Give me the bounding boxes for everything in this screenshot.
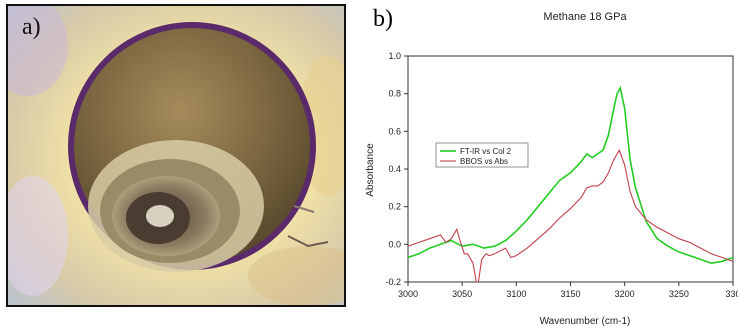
x-tick-label: 3200 <box>615 289 635 299</box>
x-axis-label: Wavenumber (cm-1) <box>540 316 631 327</box>
chart-axes <box>408 56 733 282</box>
absorbance-chart: Methane 18 GPa 3000 3050 3100 3150 3200 3250 3… <box>352 0 738 328</box>
y-tick-label: 1.0 <box>388 51 401 61</box>
x-tick-label: 330 <box>725 289 738 299</box>
y-tick-label: -0.2 <box>385 277 401 287</box>
x-tick-label: 3100 <box>506 289 526 299</box>
y-tick-label: 0.0 <box>388 239 401 249</box>
y-tick-label: 0.4 <box>388 164 401 174</box>
legend-label-2: BBOS vs Abs <box>460 157 508 166</box>
y-axis-label: Absorbance <box>365 143 376 197</box>
x-tick-label: 3250 <box>669 289 689 299</box>
x-tick-label: 3150 <box>560 289 580 299</box>
x-tick-label: 3000 <box>398 289 418 299</box>
chart-series <box>408 88 733 282</box>
series-line-2 <box>408 150 733 282</box>
x-tick-label: 3050 <box>452 289 472 299</box>
chart-title: Methane 18 GPa <box>543 11 627 23</box>
legend-label-1: FT-IR vs Col 2 <box>460 147 512 156</box>
y-tick-label: 0.8 <box>388 89 401 99</box>
y-tick-label: 0.2 <box>388 202 401 212</box>
chart-ticks: 3000 3050 3100 3150 3200 3250 330 -0.2 0.0 0.2 0.4… <box>385 51 738 299</box>
micrograph-panel: a) <box>6 4 346 307</box>
panel-a-label: a) <box>22 14 41 41</box>
series-line-1 <box>408 88 733 263</box>
y-tick-label: 0.6 <box>388 126 401 136</box>
plot-frame <box>408 56 733 282</box>
micrograph-image <box>8 6 344 305</box>
